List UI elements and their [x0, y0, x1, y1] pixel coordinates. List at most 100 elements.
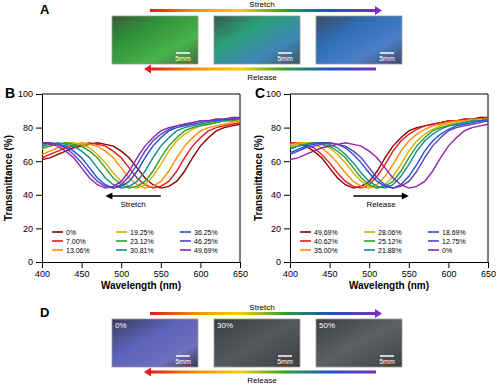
stretch-label: Stretch	[249, 0, 274, 9]
photo	[316, 16, 402, 64]
annotation-arrow-head	[402, 193, 409, 200]
series-line	[290, 118, 488, 189]
strain-label: 30%	[217, 321, 233, 330]
x-tick-label: 600	[193, 269, 208, 279]
scale-bar-label: 5mm	[379, 55, 395, 62]
legend-label: 21.88%	[378, 247, 402, 254]
photo	[112, 16, 198, 64]
scale-bar	[380, 52, 394, 54]
y-tick-label: 60	[271, 157, 281, 167]
legend-swatch	[364, 231, 375, 233]
y-axis-title: Transmittance (%)	[3, 135, 14, 221]
y-tick-mark	[36, 195, 42, 196]
x-tick-mark	[121, 262, 122, 268]
x-axis-title: Wavelength (nm)	[101, 280, 181, 291]
legend-label: 18.69%	[442, 229, 466, 236]
series-line	[42, 118, 240, 189]
y-tick: 80	[23, 123, 42, 133]
plot-frame	[42, 94, 240, 95]
stretch-label: Stretch	[249, 303, 274, 312]
legend-label: 36.25%	[194, 229, 218, 236]
y-axis: 020406080100	[18, 89, 43, 267]
series-line	[290, 119, 488, 188]
y-tick: 40	[23, 190, 42, 200]
x-axis: 400450500550600650	[283, 262, 496, 279]
x-tick-mark	[290, 262, 291, 268]
legend-swatch	[300, 231, 311, 233]
legend-swatch	[300, 240, 311, 242]
y-axis-title: Transmittance (%)	[253, 135, 264, 221]
scale-bar	[380, 355, 394, 357]
legend-swatch	[180, 249, 191, 251]
y-tick: 80	[271, 123, 290, 133]
legend-swatch	[52, 231, 63, 233]
stretch-arrow-head	[375, 6, 382, 15]
legend-swatch	[52, 240, 63, 242]
release-arrow-shaft	[150, 68, 376, 71]
y-tick: 20	[23, 224, 42, 234]
chart-panel: B400450500550600650020406080100Wavelengt…	[3, 85, 248, 291]
legend-swatch	[52, 249, 63, 251]
legend-label: 23.12%	[130, 238, 154, 245]
x-axis-line	[43, 262, 241, 263]
legend-label: 13.06%	[66, 247, 90, 254]
legend-swatch	[428, 231, 439, 233]
release-label: Release	[247, 376, 277, 385]
panel-label: B	[5, 85, 15, 101]
y-tick-label: 60	[23, 157, 33, 167]
legend-label: 40.62%	[314, 238, 338, 245]
y-tick: 20	[271, 224, 290, 234]
series-line	[290, 119, 488, 188]
y-tick: 100	[266, 89, 290, 99]
annotation-arrow-head	[105, 193, 112, 200]
y-tick: 40	[271, 190, 290, 200]
panel-label: C	[255, 85, 265, 101]
annotation-arrow-shaft	[110, 195, 160, 197]
y-tick-label: 100	[266, 89, 281, 99]
x-tick-label: 450	[323, 269, 338, 279]
series-line	[42, 121, 240, 188]
scale-bar	[278, 52, 292, 54]
legend-swatch	[116, 240, 127, 242]
x-axis-line	[291, 262, 489, 263]
series-line	[290, 118, 488, 189]
scale-bar	[176, 355, 190, 357]
x-tick: 450	[75, 262, 90, 279]
x-tick-mark	[330, 262, 331, 268]
legend-swatch	[364, 249, 375, 251]
y-tick-mark	[284, 128, 290, 129]
legend: 0%7.00%13.06%19.25%23.12%30.81%36.25%46.…	[52, 229, 218, 254]
legend-swatch	[116, 231, 127, 233]
strain-label: 50%	[319, 321, 335, 330]
legend-label: 35.00%	[314, 247, 338, 254]
strain-label: 0%	[115, 321, 127, 330]
x-tick: 400	[283, 262, 298, 279]
y-tick-mark	[36, 262, 42, 263]
legend: 49.69%40.62%35.00%28.06%25.12%21.88%18.6…	[300, 229, 466, 254]
x-tick: 650	[233, 262, 248, 279]
y-tick-mark	[284, 161, 290, 162]
panel_d: DStretch5mm0%5mm30%5mm50%Release	[40, 303, 402, 385]
y-tick-mark	[284, 94, 290, 95]
y-tick-label: 40	[23, 190, 33, 200]
x-tick-mark	[200, 262, 201, 268]
legend-label: 0%	[66, 229, 76, 236]
x-tick: 600	[441, 262, 456, 279]
stretch-arrow-shaft	[150, 312, 376, 315]
series-line	[290, 119, 488, 188]
x-tick: 450	[323, 262, 338, 279]
x-tick-label: 400	[283, 269, 298, 279]
x-tick-label: 450	[75, 269, 90, 279]
y-tick: 60	[271, 157, 290, 167]
release-label: Release	[247, 73, 277, 82]
x-tick-label: 400	[35, 269, 50, 279]
y-axis-line	[42, 95, 43, 263]
legend-swatch	[180, 240, 191, 242]
y-tick-mark	[284, 228, 290, 229]
y-axis-line	[290, 95, 291, 263]
x-tick-label: 650	[233, 269, 248, 279]
legend-label: 25.12%	[378, 238, 402, 245]
x-tick-mark	[369, 262, 370, 268]
scale-bar-label: 5mm	[277, 55, 293, 62]
photo	[214, 319, 300, 367]
